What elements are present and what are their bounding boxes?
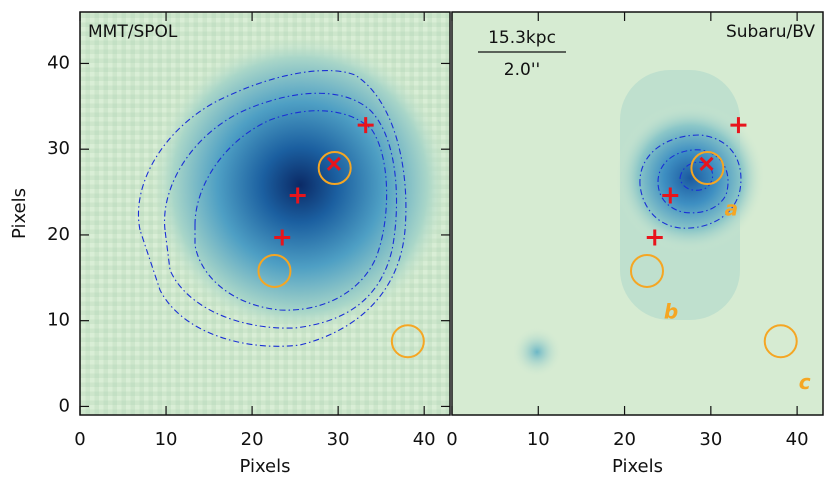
scale-bar-top: 15.3kpc: [488, 28, 556, 48]
circle-marker: [690, 151, 725, 186]
x-tick-label: 20: [241, 429, 264, 450]
panel-frame: [451, 11, 824, 416]
circle-marker: [763, 324, 798, 359]
panel-title: Subaru/BV: [726, 22, 815, 42]
circle-label: a: [725, 197, 739, 221]
plus-marker: [730, 117, 747, 134]
x-tick-label: 30: [699, 429, 722, 450]
x-tick-label: 20: [613, 429, 636, 450]
x-tick-label: 10: [155, 429, 178, 450]
panel-title: MMT/SPOL: [88, 22, 178, 42]
image-blob: [610, 98, 770, 258]
plus-marker: [289, 187, 306, 204]
contour: [194, 110, 388, 311]
x-marker: [699, 156, 714, 171]
contour: [138, 70, 407, 347]
plus-marker: [646, 229, 663, 246]
scale-bar-bottom: 2.0'': [504, 60, 540, 80]
y-tick-label: 40: [47, 52, 70, 73]
x-tick-label: 40: [413, 429, 436, 450]
x-tick-label: 10: [527, 429, 550, 450]
x-axis-label: Pixels: [239, 456, 290, 477]
y-tick-label: 20: [47, 224, 70, 245]
x-axis-label: Pixels: [612, 456, 663, 477]
y-tick-label: 0: [59, 395, 70, 416]
right-image: [452, 12, 823, 415]
plus-marker: [357, 117, 374, 134]
circle-label: b: [664, 299, 678, 323]
contour: [679, 161, 714, 191]
plus-marker: [662, 187, 679, 204]
image-blob: [512, 327, 562, 377]
circle-label: c: [799, 370, 811, 394]
circle-marker: [317, 151, 352, 186]
y-axis-label: Pixels: [9, 188, 30, 239]
y-tick-label: 10: [47, 310, 70, 331]
circle-marker: [390, 324, 425, 359]
x-tick-label: 40: [786, 429, 809, 450]
x-tick-label: 0: [446, 429, 457, 450]
contour: [163, 92, 398, 329]
panel-frame: [79, 11, 451, 416]
circle-marker: [257, 253, 292, 288]
left-image: [80, 12, 460, 415]
x-tick-label: 0: [74, 429, 85, 450]
plus-marker: [274, 229, 291, 246]
circle-marker: [629, 253, 664, 288]
y-tick-label: 30: [47, 138, 70, 159]
x-tick-label: 30: [327, 429, 350, 450]
x-marker: [326, 156, 341, 171]
contour: [639, 134, 742, 229]
